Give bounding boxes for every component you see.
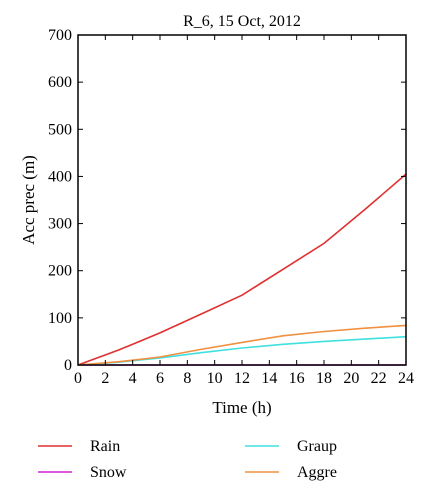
y-axis-label: Acc prec (m) [19, 155, 38, 245]
x-axis-label: Time (h) [212, 398, 271, 417]
legend-label: Aggre [297, 464, 337, 481]
y-tick-label: 300 [48, 216, 72, 233]
x-tick-label: 22 [371, 370, 387, 387]
y-tick-label: 0 [64, 357, 72, 374]
chart-title: R_6, 15 Oct, 2012 [183, 13, 301, 30]
plot-lines [77, 173, 407, 366]
series-line-aggre [77, 324, 407, 366]
legend-item-snow: Snow [38, 464, 127, 481]
y-tick-label: 400 [48, 168, 72, 185]
x-tick-label: 12 [234, 370, 250, 387]
x-tick-label: 6 [156, 370, 164, 387]
x-tick-label: 16 [289, 370, 305, 387]
legend-item-aggre: Aggre [245, 464, 337, 481]
x-tick-label: 0 [74, 370, 82, 387]
x-tick-label: 10 [207, 370, 223, 387]
x-tick-label: 20 [343, 370, 359, 387]
plot-frame [77, 34, 407, 366]
x-tick-label: 18 [316, 370, 332, 387]
x-tick-label: 8 [183, 370, 191, 387]
y-tick-label: 500 [48, 121, 72, 138]
y-tick-label: 600 [48, 74, 72, 91]
legend-label: Graup [297, 438, 337, 455]
legend: Rain Snow Graup Aggre [38, 438, 337, 481]
x-tick-label: 2 [101, 370, 109, 387]
y-tick-label: 700 [48, 27, 72, 44]
y-tick-label: 100 [48, 310, 72, 327]
legend-label: Snow [90, 464, 127, 481]
x-tick-label: 24 [398, 370, 414, 387]
x-tick-label: 14 [261, 370, 277, 387]
series-line-rain [77, 173, 407, 366]
x-tick-label: 4 [129, 370, 137, 387]
legend-item-graup: Graup [245, 438, 337, 455]
legend-item-rain: Rain [38, 438, 120, 455]
axis-ticks: 0 2 4 6 8 10 12 14 16 18 20 22 240100200300400500600… [48, 27, 414, 387]
legend-label: Rain [90, 438, 120, 455]
y-tick-label: 200 [48, 263, 72, 280]
